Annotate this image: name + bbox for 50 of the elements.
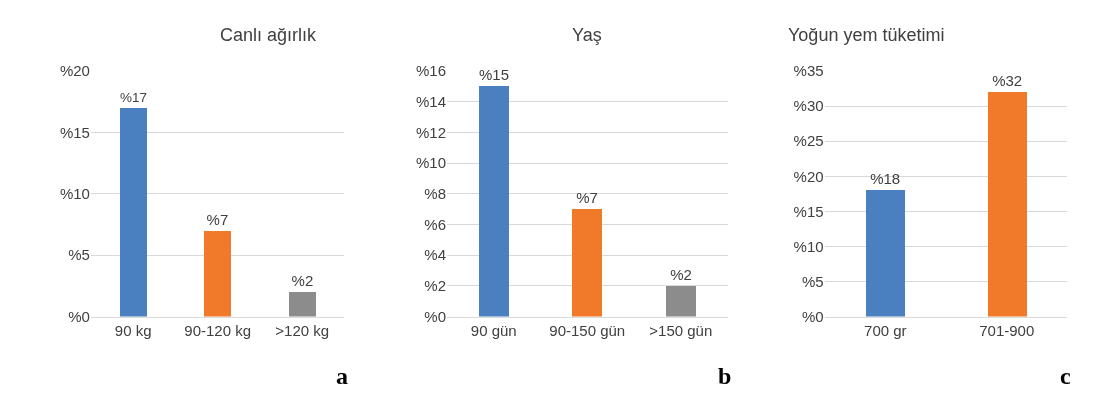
bar: [203, 231, 231, 317]
x-tick-label: 90-150 gün: [549, 321, 626, 339]
text: b: [718, 363, 732, 389]
y-tick-label: %10: [415, 154, 446, 172]
text: a: [336, 363, 348, 389]
y-tick-label: %2: [424, 277, 446, 295]
bar: [119, 108, 147, 317]
data-label: %15: [479, 66, 509, 84]
text: c: [1060, 363, 1071, 389]
y-tick-label: %15: [59, 123, 90, 141]
y-tick-label: %5: [801, 272, 824, 290]
x-tick-label: >150 gün: [649, 321, 713, 339]
y-tick-label: %10: [59, 185, 90, 203]
y-tick-label: %0: [68, 307, 90, 325]
x-tick-label: 90 gün: [470, 321, 517, 339]
data-label: %7: [576, 189, 598, 207]
data-label: %32: [992, 72, 1023, 90]
data-label: %2: [291, 272, 314, 290]
bar: [478, 86, 509, 317]
y-tick-label: %35: [793, 62, 824, 80]
y-tick-label: %8: [424, 185, 446, 203]
x-tick-label: 701-900: [979, 321, 1035, 339]
y-tick-label: %20: [793, 167, 824, 185]
x-tick-label: 700 gr: [864, 321, 907, 339]
y-tick-label: %0: [424, 307, 446, 325]
x-tick-label: 90-120 kg: [184, 321, 252, 339]
y-tick-label: %12: [415, 123, 446, 141]
y-tick-label: %16: [415, 62, 446, 80]
data-label: %7: [206, 211, 229, 229]
chart-title: Yaş: [572, 25, 602, 45]
bar: [665, 286, 696, 317]
y-tick-label: %10: [793, 237, 824, 255]
data-label: %18: [870, 170, 901, 188]
x-tick-label: 90 kg: [114, 321, 152, 339]
y-tick-label: %4: [424, 246, 446, 264]
y-tick-label: %30: [793, 97, 824, 115]
data-label: %2: [670, 266, 692, 284]
chart-title: Yoğun yem tüketimi: [788, 25, 945, 45]
y-tick-label: %0: [801, 307, 824, 325]
y-tick-label: %5: [68, 246, 90, 264]
y-tick-label: %6: [424, 215, 446, 233]
x-tick-label: >120 kg: [275, 321, 330, 339]
chart-title: Canlı ağırlık: [220, 25, 318, 45]
y-tick-label: %14: [415, 93, 446, 111]
y-tick-label: %20: [59, 62, 90, 80]
data-label: %17: [119, 90, 147, 106]
y-tick-label: %15: [793, 202, 824, 220]
bar: [571, 209, 602, 317]
y-tick-label: %25: [793, 132, 824, 150]
bar: [288, 292, 316, 317]
